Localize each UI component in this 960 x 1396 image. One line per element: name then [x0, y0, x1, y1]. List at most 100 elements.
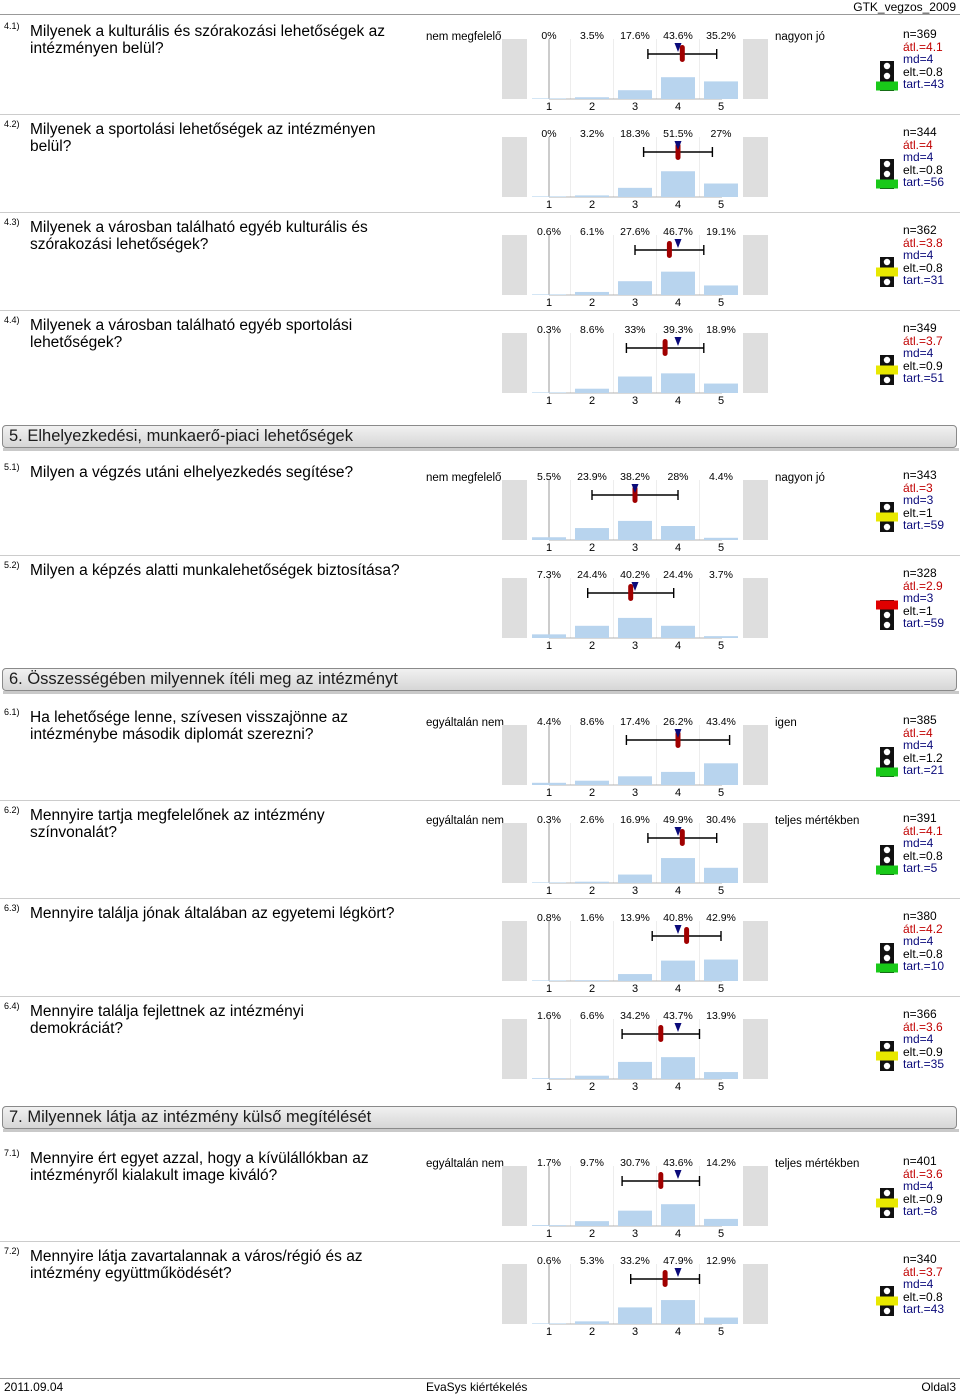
scale-tick: 1	[546, 1228, 552, 1240]
question-number: 5.1)	[4, 462, 20, 472]
bar-1	[532, 980, 566, 981]
light-yellow	[883, 1199, 891, 1207]
percent-label: 49.9%	[663, 814, 693, 826]
stat-median: md=4	[903, 836, 934, 851]
light-red	[883, 1287, 891, 1295]
mean-marker	[675, 143, 681, 160]
percent-label: 34.2%	[620, 1010, 650, 1022]
stat-abstentions: tart.=59	[903, 518, 945, 533]
scale-tick: 5	[718, 199, 724, 211]
percent-label: 42.9%	[706, 912, 736, 924]
question-text: Ha lehetősége lenne, szívesen visszajönn…	[30, 709, 348, 743]
section-title: 6. Összességében milyennek ítéli meg az …	[9, 670, 398, 688]
light-yellow	[883, 856, 891, 864]
traffic-light-icon	[876, 1188, 898, 1218]
bar-5	[704, 285, 738, 295]
median-marker	[631, 484, 639, 493]
right-band	[743, 921, 768, 981]
bar-5	[704, 183, 738, 197]
scale-left-label: nem megfelelő	[426, 31, 502, 43]
percent-label: 30.7%	[620, 1157, 650, 1169]
percent-label: 5.5%	[537, 471, 561, 483]
percent-label: 33.2%	[620, 1255, 650, 1267]
question-stats: n=366 átl.=3.6 md=4 elt.=0.9 tart.=35	[903, 1008, 959, 1071]
section-shadow	[3, 691, 959, 694]
right-band	[743, 333, 768, 393]
mean-marker	[679, 829, 685, 846]
median-marker	[674, 729, 682, 738]
stat-mean: átl.=3	[903, 480, 933, 495]
light-green	[883, 180, 891, 188]
percent-label: 18.3%	[620, 128, 650, 140]
scale-tick: 2	[589, 640, 595, 652]
scale-tick: 4	[675, 101, 681, 113]
question-stats: n=385 átl.=4 md=4 elt.=1.2 tart.=21	[903, 714, 959, 777]
mean-marker	[628, 584, 634, 601]
scale-tick: 4	[675, 983, 681, 995]
bar-2	[575, 1075, 609, 1079]
scale-tick: 3	[632, 640, 638, 652]
percent-label: 0.3%	[537, 324, 561, 336]
left-band	[502, 823, 527, 883]
scale-tick: 1	[546, 787, 552, 799]
stat-mean: átl.=4	[903, 137, 933, 152]
question-text: Milyenek a városban található egyéb kult…	[30, 219, 368, 253]
scale-tick: 4	[675, 640, 681, 652]
bar-2	[575, 780, 609, 785]
question-text: Mennyire látja zavartalannak a város/rég…	[30, 1248, 363, 1282]
traffic-light-icon	[876, 355, 898, 385]
section-header: 5. Elhelyezkedési, munkaerő-piaci lehető…	[2, 425, 959, 451]
light-red	[883, 258, 891, 266]
percent-label: 39.3%	[663, 324, 693, 336]
question-stats: n=391 átl.=4.1 md=4 elt.=0.8 tart.=5	[903, 812, 959, 875]
section-header: 7. Milyennek látja az intézmény külső me…	[2, 1106, 959, 1132]
percent-label: 16.9%	[620, 814, 650, 826]
row-separator	[0, 996, 960, 997]
stat-count: n=380	[903, 909, 937, 923]
distribution-chart: 7.3% 24.4% 40.2% 24.4% 3.7% 1 2 3 4 5	[500, 556, 770, 654]
stat-abstentions: tart.=10	[903, 959, 945, 974]
bar-3	[618, 1210, 652, 1226]
percent-label: 3.5%	[580, 30, 604, 42]
row-separator	[0, 898, 960, 899]
stat-deviation: elt.=1.2	[903, 750, 943, 765]
left-band	[502, 921, 527, 981]
percent-label: 7.3%	[537, 569, 561, 581]
stat-median: md=4	[903, 738, 934, 753]
percent-label: 14.2%	[706, 1157, 736, 1169]
percent-label: 30.4%	[706, 814, 736, 826]
median-marker	[674, 1268, 682, 1277]
percent-label: 38.2%	[620, 471, 650, 483]
question-row: 6.3) Mennyire találja jónak általában az …	[0, 899, 960, 997]
traffic-light-icon	[876, 257, 898, 287]
bar-1	[532, 1225, 566, 1226]
question-row: 5.2) Milyen a képzés alatti munkalehetősé…	[0, 556, 960, 654]
scale-tick: 1	[546, 885, 552, 897]
question-text: Milyenek a sportolási lehetőségek az int…	[30, 121, 376, 155]
bar-2	[575, 980, 609, 981]
percent-label: 5.3%	[580, 1255, 604, 1267]
right-band	[743, 578, 768, 638]
mean-marker	[632, 486, 638, 503]
left-band	[502, 39, 527, 99]
distribution-chart: 5.5% 23.9% 38.2% 28% 4.4% 1 2 3 4 5	[500, 458, 770, 556]
scale-tick: 5	[718, 1326, 724, 1338]
percent-label: 33%	[624, 324, 645, 336]
bar-5	[704, 763, 738, 785]
traffic-light-icon	[876, 61, 898, 91]
stat-count: n=362	[903, 223, 937, 237]
stat-abstentions: tart.=31	[903, 273, 945, 288]
question-number: 5.2)	[4, 560, 20, 570]
percent-label: 13.9%	[620, 912, 650, 924]
question-stats: n=369 átl.=4.1 md=4 elt.=0.8 tart.=43	[903, 28, 959, 91]
question-stats: n=380 átl.=4.2 md=4 elt.=0.8 tart.=10	[903, 910, 959, 973]
question-stats: n=362 átl.=3.8 md=4 elt.=0.8 tart.=31	[903, 224, 959, 287]
percent-label: 17.6%	[620, 30, 650, 42]
scale-tick: 2	[589, 983, 595, 995]
section-shadow	[3, 448, 959, 451]
distribution-chart: 4.4% 8.6% 17.4% 26.2% 43.4% 1 2 3 4 5	[500, 703, 770, 801]
question-stats: n=340 átl.=3.7 md=4 elt.=0.8 tart.=43	[903, 1253, 959, 1316]
light-yellow	[883, 170, 891, 178]
percent-label: 24.4%	[663, 569, 693, 581]
stat-mean: átl.=4	[903, 725, 933, 740]
